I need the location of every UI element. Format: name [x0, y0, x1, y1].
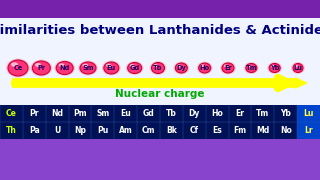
Text: U: U [54, 126, 60, 135]
Bar [297, 105, 320, 139]
Text: Yb: Yb [280, 109, 291, 118]
Bar [0, 105, 320, 139]
Ellipse shape [128, 62, 142, 73]
Text: Tm: Tm [245, 65, 257, 71]
Text: Am: Am [119, 126, 132, 135]
Ellipse shape [106, 64, 111, 67]
Ellipse shape [247, 65, 251, 67]
Ellipse shape [267, 62, 282, 74]
Text: Eu: Eu [107, 65, 116, 71]
Text: Er: Er [224, 65, 232, 71]
Bar [0, 0, 320, 18]
Text: Lu: Lu [293, 65, 302, 71]
Text: Gd: Gd [143, 109, 155, 118]
Ellipse shape [126, 61, 144, 75]
Text: Ho: Ho [200, 65, 210, 71]
Polygon shape [295, 77, 308, 89]
Text: Eu: Eu [120, 109, 131, 118]
Ellipse shape [269, 64, 280, 73]
Ellipse shape [6, 58, 30, 78]
Text: Lr: Lr [304, 126, 313, 135]
Ellipse shape [130, 64, 135, 67]
Ellipse shape [82, 64, 88, 67]
Text: Ho: Ho [211, 109, 223, 118]
Ellipse shape [244, 62, 259, 74]
Ellipse shape [197, 62, 213, 75]
Ellipse shape [294, 65, 298, 67]
Text: Ce: Ce [13, 65, 23, 71]
Ellipse shape [11, 62, 18, 67]
Text: Cf: Cf [190, 126, 199, 135]
Text: Tb: Tb [153, 65, 163, 71]
Text: Dy: Dy [176, 65, 186, 71]
Ellipse shape [173, 62, 189, 75]
Text: No: No [280, 126, 292, 135]
Text: Fm: Fm [233, 126, 247, 135]
Ellipse shape [78, 60, 98, 75]
Text: Pr: Pr [29, 109, 39, 118]
Text: Np: Np [74, 126, 86, 135]
Text: Nd: Nd [60, 65, 70, 71]
Text: Th: Th [6, 126, 17, 135]
Ellipse shape [246, 64, 257, 73]
Ellipse shape [200, 64, 204, 67]
Text: Nd: Nd [51, 109, 63, 118]
Text: Pa: Pa [29, 126, 40, 135]
Ellipse shape [291, 62, 305, 74]
Text: Tb: Tb [166, 109, 177, 118]
Ellipse shape [222, 63, 234, 73]
Ellipse shape [80, 62, 96, 74]
Ellipse shape [224, 64, 228, 67]
Text: Pu: Pu [97, 126, 108, 135]
Ellipse shape [175, 63, 187, 73]
Text: Gd: Gd [130, 65, 140, 71]
Ellipse shape [149, 61, 166, 75]
Ellipse shape [199, 63, 211, 73]
Ellipse shape [32, 61, 50, 75]
Ellipse shape [56, 62, 73, 75]
Ellipse shape [8, 60, 28, 76]
Text: Cm: Cm [142, 126, 155, 135]
Text: Tm: Tm [256, 109, 269, 118]
Text: Dy: Dy [188, 109, 200, 118]
Ellipse shape [151, 62, 164, 73]
Ellipse shape [220, 62, 236, 75]
Text: Similarities between Lanthanides & Actinides: Similarities between Lanthanides & Actin… [0, 24, 320, 37]
Text: Ce: Ce [6, 109, 17, 118]
Text: Er: Er [236, 109, 244, 118]
Text: Lu: Lu [303, 109, 314, 118]
Text: Pm: Pm [73, 109, 87, 118]
Bar [0, 139, 320, 180]
Ellipse shape [153, 64, 158, 67]
Ellipse shape [271, 65, 275, 67]
Text: Bk: Bk [166, 126, 177, 135]
Text: Pr: Pr [37, 65, 45, 71]
Bar [0, 18, 320, 147]
Ellipse shape [54, 60, 75, 76]
Text: Md: Md [256, 126, 269, 135]
Ellipse shape [177, 64, 181, 67]
Ellipse shape [293, 64, 303, 73]
Ellipse shape [104, 62, 119, 74]
Text: Sm: Sm [96, 109, 109, 118]
Text: Yb: Yb [270, 65, 279, 71]
Text: Sm: Sm [82, 65, 94, 71]
Ellipse shape [59, 63, 65, 67]
Ellipse shape [102, 60, 121, 75]
Ellipse shape [30, 60, 52, 76]
Text: Nuclear charge: Nuclear charge [115, 89, 205, 99]
Text: Es: Es [212, 126, 222, 135]
Ellipse shape [35, 63, 41, 67]
